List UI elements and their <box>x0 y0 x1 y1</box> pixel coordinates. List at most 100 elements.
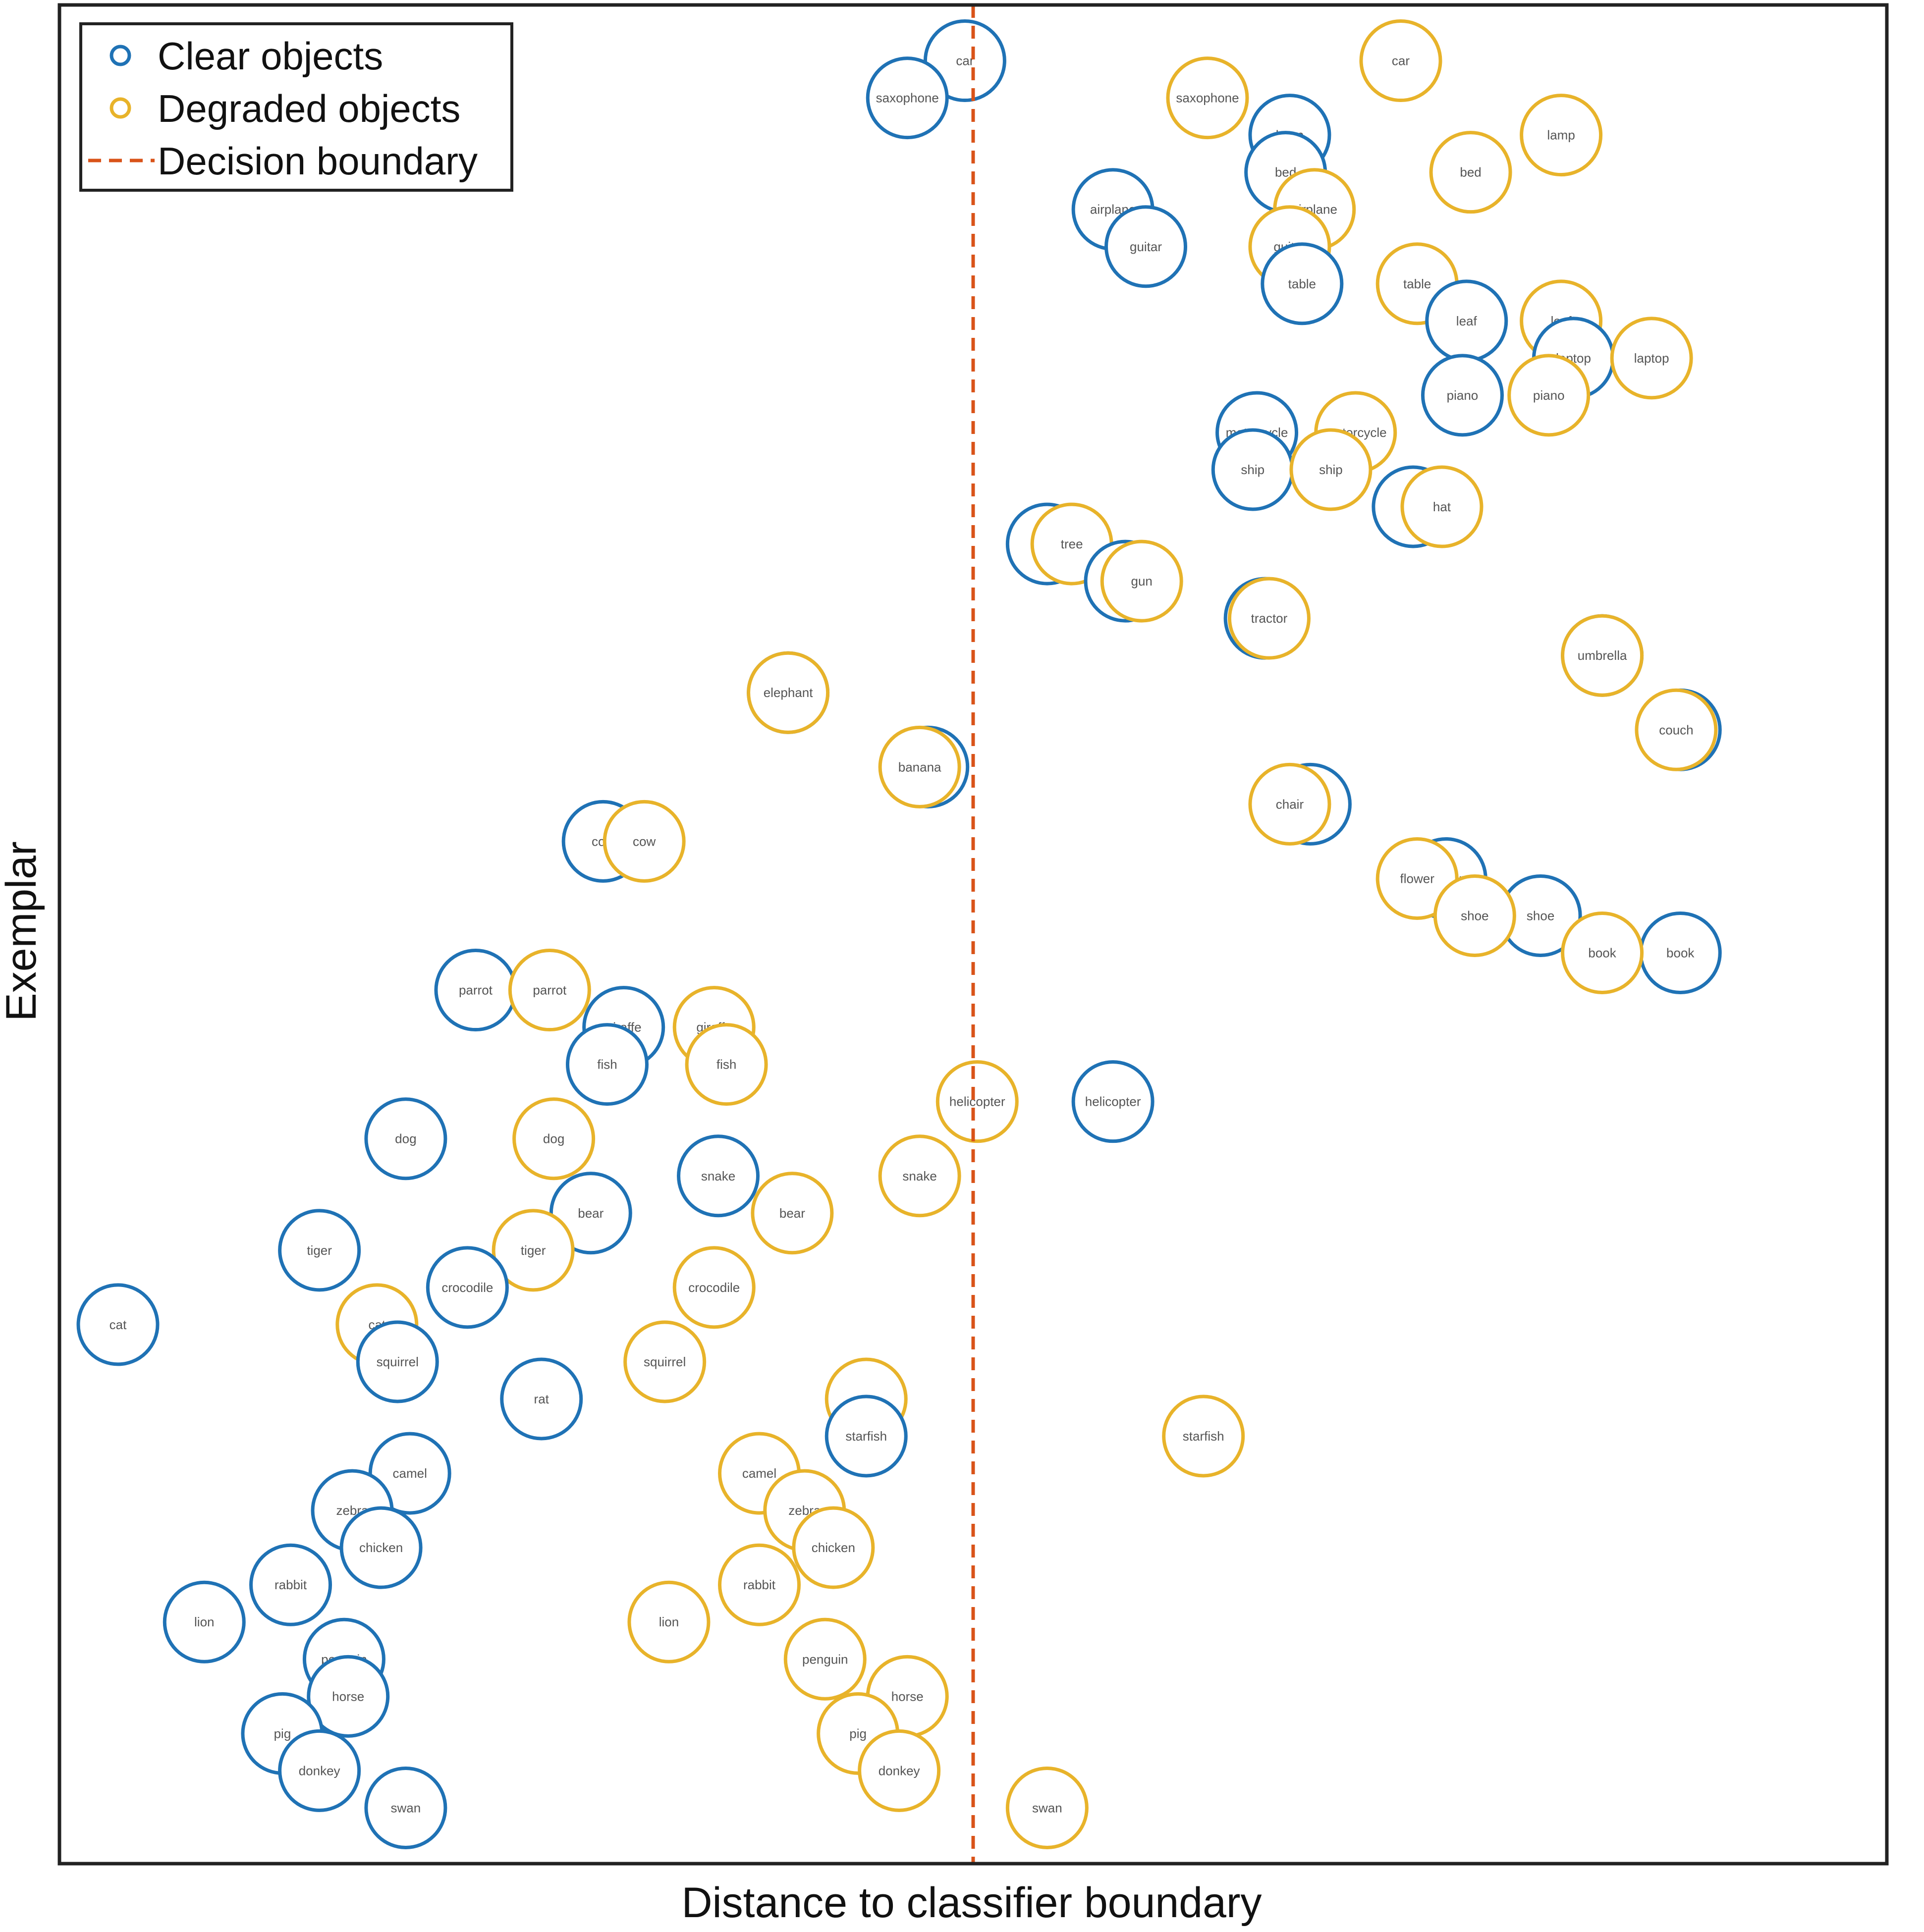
degraded-marker-book <box>1561 912 1644 995</box>
legend-clear-marker <box>110 45 131 66</box>
degraded-point-dog: dog <box>512 1097 596 1181</box>
degraded-marker-cow <box>603 800 686 883</box>
legend-box <box>79 22 513 192</box>
degraded-point-laptop: laptop <box>1610 317 1693 400</box>
degraded-marker-elephant <box>747 651 830 734</box>
degraded-marker-penguin <box>783 1617 867 1701</box>
clear-exemplar-pig: pig <box>274 1726 291 1741</box>
degraded-exemplar-parrot: parrot <box>533 983 567 998</box>
clear-exemplar-book: book <box>1666 946 1695 961</box>
degraded-point-fish: fish <box>685 1023 768 1106</box>
degraded-exemplar-flower: flower <box>1400 871 1435 886</box>
legend-degraded-label: Degraded objects <box>158 87 460 130</box>
clear-point-leaf: leaf <box>1425 279 1508 363</box>
degraded-point-chair: chair <box>1248 762 1331 846</box>
degraded-exemplar-tractor: tractor <box>1251 611 1288 626</box>
degraded-point-lion: lion <box>627 1580 711 1664</box>
clear-exemplar-chicken: chicken <box>359 1540 403 1555</box>
degraded-marker-fish <box>685 1023 768 1106</box>
degraded-marker-rabbit <box>718 1543 801 1626</box>
plot-frame <box>57 3 1889 1866</box>
degraded-exemplar-ship: ship <box>1319 462 1343 477</box>
clear-point-dog: dog <box>364 1097 447 1181</box>
degraded-point-ship: ship <box>1289 428 1373 511</box>
degraded-marker-crocodile <box>672 1246 756 1329</box>
degraded-marker-swan <box>1005 1766 1089 1849</box>
degraded-marker-lamp <box>1520 94 1603 177</box>
clear-point-snake: snake <box>677 1134 760 1218</box>
degraded-exemplar-crocodile: crocodile <box>688 1280 740 1295</box>
legend-boundary-label: Decision boundary <box>158 139 478 183</box>
degraded-point-crocodile: crocodile <box>672 1246 756 1329</box>
degraded-point-donkey: donkey <box>858 1729 941 1812</box>
degraded-exemplar-squirrel: squirrel <box>644 1354 686 1369</box>
degraded-marker-ship <box>1289 428 1373 511</box>
clear-marker-fish <box>565 1023 649 1106</box>
degraded-point-rabbit: rabbit <box>718 1543 801 1626</box>
clear-marker-lion <box>163 1580 246 1664</box>
degraded-exemplar-shoe: shoe <box>1461 908 1488 923</box>
clear-marker-swan <box>364 1766 447 1849</box>
clear-exemplar-guitar: guitar <box>1130 239 1162 254</box>
clear-marker-squirrel <box>356 1320 439 1403</box>
clear-exemplar-helicopter: helicopter <box>1085 1094 1141 1109</box>
degraded-marker-bed <box>1429 131 1512 214</box>
degraded-exemplar-elephant: elephant <box>764 685 814 700</box>
clear-exemplar-cat: cat <box>110 1317 127 1332</box>
degraded-marker-banana <box>878 725 961 808</box>
clear-exemplar-swan: swan <box>391 1800 421 1815</box>
degraded-marker-hat <box>1400 465 1484 548</box>
clear-marker-starfish <box>825 1395 908 1478</box>
degraded-exemplar-umbrella: umbrella <box>1578 648 1627 663</box>
clear-point-squirrel: squirrel <box>356 1320 439 1403</box>
clear-point-guitar: guitar <box>1104 205 1188 288</box>
clear-point-piano: piano <box>1421 354 1504 437</box>
degraded-point-tractor: tractor <box>1227 577 1311 660</box>
degraded-marker-chair <box>1248 762 1331 846</box>
degraded-exemplar-swan: swan <box>1032 1800 1062 1815</box>
degraded-point-umbrella: umbrella <box>1561 614 1644 697</box>
legend: Clear objects Degraded objects Decision … <box>79 22 513 192</box>
marks-layer: carcarsaxophonesaxophonelamplampbedbedai… <box>76 19 1722 1849</box>
clear-exemplar-parrot: parrot <box>459 983 493 998</box>
degraded-marker-couch <box>1635 688 1718 771</box>
degraded-exemplar-penguin: penguin <box>802 1652 848 1666</box>
clear-point-bear: bear <box>549 1172 632 1255</box>
degraded-point-swan: swan <box>1005 1766 1089 1849</box>
degraded-marker-snake <box>878 1134 961 1218</box>
degraded-marker-squirrel <box>623 1320 707 1403</box>
degraded-exemplar-table: table <box>1403 276 1431 291</box>
clear-marker-horse <box>307 1655 390 1738</box>
degraded-exemplar-bear: bear <box>779 1206 805 1221</box>
degraded-marker-piano <box>1507 354 1591 437</box>
degraded-exemplar-tree: tree <box>1061 537 1083 551</box>
degraded-point-car: car <box>1359 19 1442 103</box>
degraded-marker-umbrella <box>1561 614 1644 697</box>
degraded-point-snake: snake <box>878 1134 961 1218</box>
clear-point-chicken: chicken <box>339 1506 423 1589</box>
degraded-point-saxophone: saxophone <box>1166 56 1249 140</box>
degraded-point-lamp: lamp <box>1520 94 1603 177</box>
clear-point-crocodile: crocodile <box>426 1246 509 1329</box>
clear-exemplar-table: table <box>1288 276 1316 291</box>
degraded-marker-chicken <box>792 1506 875 1589</box>
degraded-point-chicken: chicken <box>792 1506 875 1589</box>
degraded-exemplar-chair: chair <box>1276 797 1304 811</box>
degraded-exemplar-chicken: chicken <box>812 1540 855 1555</box>
clear-exemplar-lion: lion <box>194 1614 214 1629</box>
clear-marker-table <box>1261 242 1344 325</box>
clear-point-horse: horse <box>307 1655 390 1738</box>
clear-point-helicopter: helicopter <box>1071 1060 1154 1143</box>
degraded-exemplar-lamp: lamp <box>1547 128 1575 143</box>
clear-exemplar-starfish: starfish <box>845 1429 887 1444</box>
degraded-marker-lion <box>627 1580 711 1664</box>
degraded-marker-tiger <box>492 1209 575 1292</box>
clear-marker-crocodile <box>426 1246 509 1329</box>
clear-exemplar-leaf: leaf <box>1456 314 1478 328</box>
clear-point-cat: cat <box>76 1283 160 1366</box>
degraded-exemplar-camel: camel <box>742 1466 776 1481</box>
degraded-marker-bear <box>751 1172 834 1255</box>
clear-point-saxophone: saxophone <box>866 56 949 140</box>
clear-marker-piano <box>1421 354 1504 437</box>
